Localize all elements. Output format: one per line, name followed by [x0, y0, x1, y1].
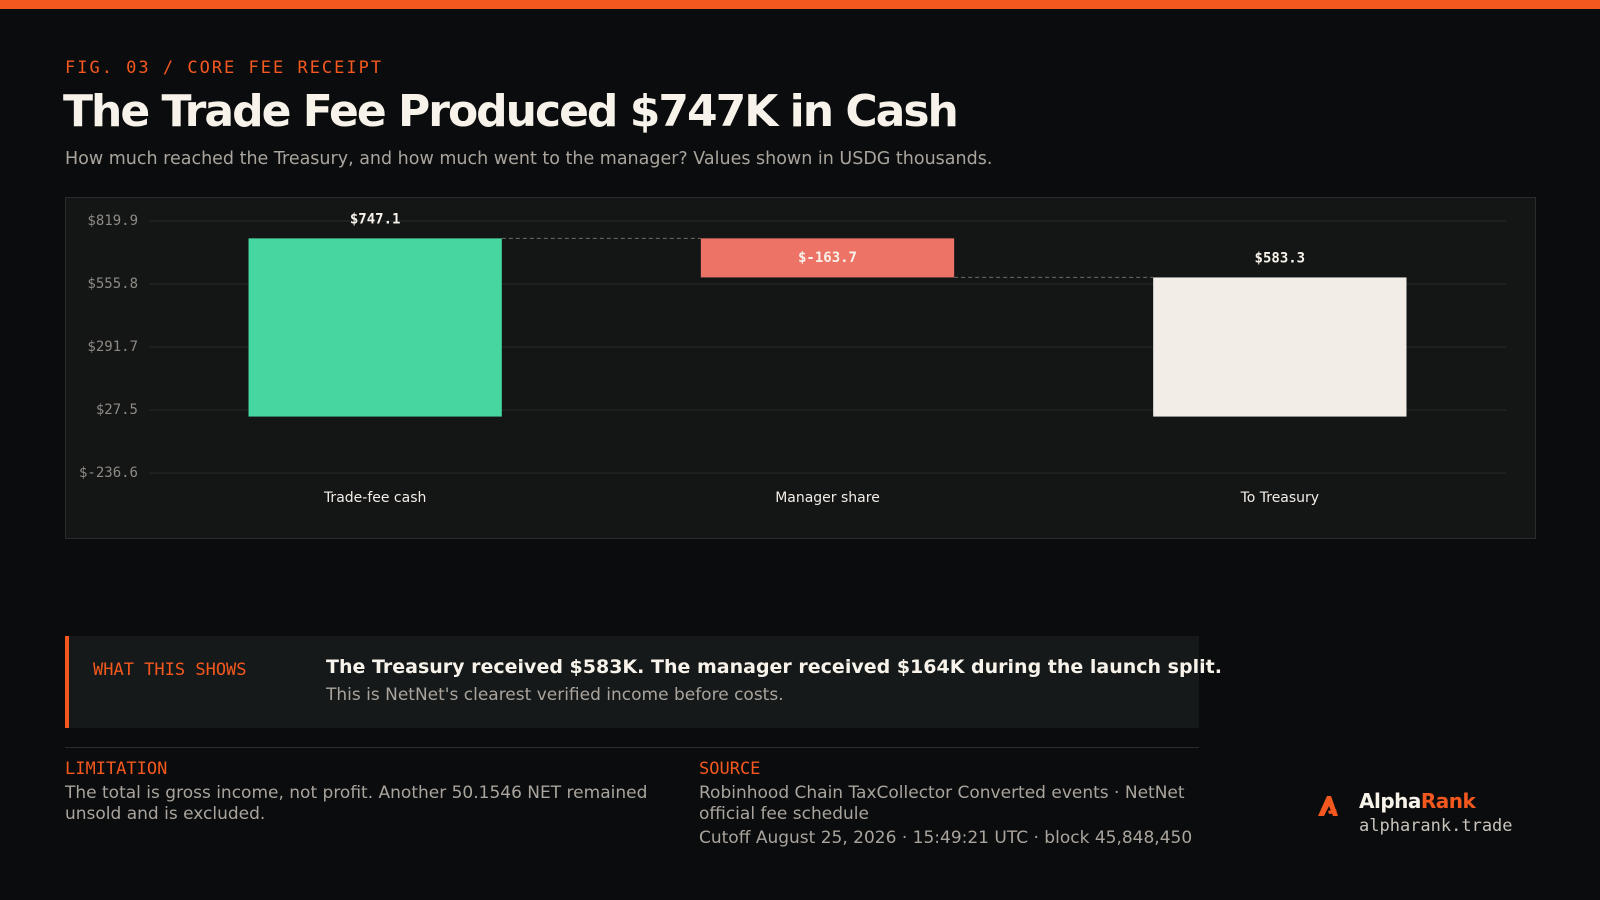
x-tick-label: Trade-fee cash: [323, 490, 426, 506]
brand-name-part: Alpha: [1359, 789, 1421, 813]
y-tick-label: $27.5: [96, 402, 138, 418]
bar: [248, 238, 502, 417]
brand-name-part: Rank: [1420, 789, 1476, 813]
callout-body: This is NetNet's clearest verified incom…: [326, 685, 784, 705]
brand-name: AlphaRank: [1359, 789, 1476, 813]
source-cutoff: Cutoff August 25, 2026 · 15:49:21 UTC · …: [699, 828, 1193, 848]
bar: [700, 238, 955, 278]
source-label: SOURCE: [699, 759, 761, 779]
chart-title: The Trade Fee Produced $747K in Cash: [63, 86, 959, 137]
bar: [1153, 277, 1407, 417]
limitation-text: The total is gross income, not profit. A…: [65, 783, 648, 824]
y-tick-label: $555.8: [87, 276, 138, 292]
y-tick-label: $819.9: [87, 213, 138, 229]
x-tick-label: Manager share: [775, 490, 880, 506]
chart-subtitle: How much reached the Treasury, and how m…: [65, 149, 993, 169]
limitation-label: LIMITATION: [65, 759, 168, 779]
y-tick-label: $-236.6: [79, 465, 138, 481]
callout-label: WHAT THIS SHOWS: [93, 660, 247, 680]
value-label: $747.1: [350, 211, 401, 227]
chart: $-236.6 $27.5 $291.7 $555.8 $819.9 $747.1 Trad…: [79, 211, 1506, 506]
value-label: $-163.7: [798, 250, 857, 266]
y-tick-label: $291.7: [87, 339, 138, 355]
divider: [65, 747, 1199, 748]
figure-label: FIG. 03 / CORE FEE RECEIPT: [65, 58, 384, 78]
accent-bar: [0, 0, 1600, 9]
value-label: $583.3: [1255, 250, 1306, 266]
x-tick-label: To Treasury: [1240, 490, 1320, 506]
callout: WHAT THIS SHOWS The Treasury received $5…: [65, 636, 1222, 728]
chart-panel: $-236.6 $27.5 $291.7 $555.8 $819.9 $747.1 Trad…: [65, 197, 1536, 539]
brand-url: alpharank.trade: [1359, 816, 1513, 836]
callout-headline: The Treasury received $583K. The manager…: [326, 656, 1222, 678]
source-text: Robinhood Chain TaxCollector Converted e…: [699, 783, 1185, 824]
brand-logo: [1318, 796, 1338, 816]
